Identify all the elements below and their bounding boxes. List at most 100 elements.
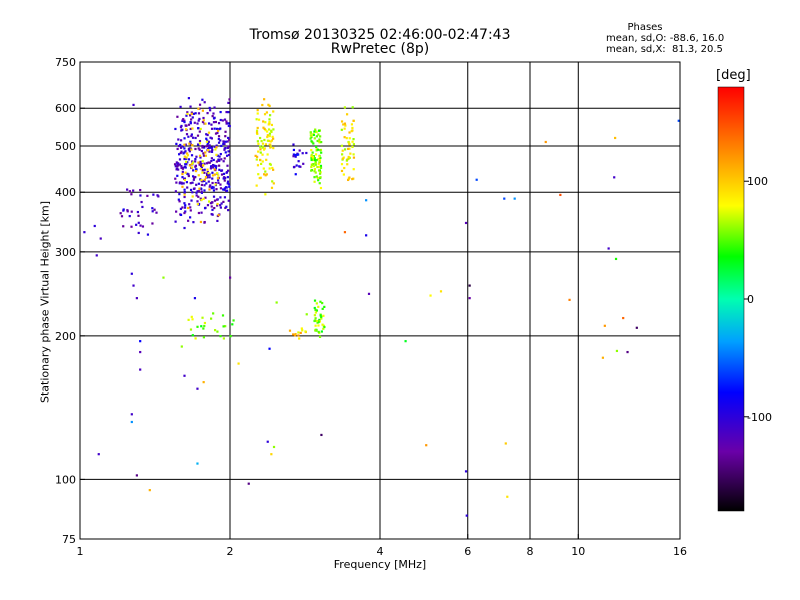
data-point-790 xyxy=(322,327,325,330)
data-point-867 xyxy=(139,368,142,371)
data-point-18 xyxy=(207,180,210,183)
data-point-200 xyxy=(224,206,227,210)
data-point-0 xyxy=(209,165,213,168)
data-point-303 xyxy=(190,133,193,136)
data-point-754 xyxy=(146,233,150,236)
data-point-468 xyxy=(199,220,203,224)
data-point-855 xyxy=(288,329,292,332)
data-point-583 xyxy=(319,186,323,190)
data-point-746 xyxy=(132,189,135,192)
data-point-14 xyxy=(196,134,200,137)
data-point-774 xyxy=(139,194,142,197)
data-point-345 xyxy=(219,118,222,122)
data-point-755 xyxy=(153,208,156,211)
data-point-206 xyxy=(227,183,230,186)
data-point-713 xyxy=(348,143,351,146)
data-point-45 xyxy=(187,158,191,161)
data-point-779 xyxy=(152,193,155,196)
data-point-858 xyxy=(93,224,96,228)
data-point-482 xyxy=(183,143,186,146)
data-point-766 xyxy=(155,211,158,214)
data-point-294 xyxy=(183,177,186,180)
data-point-841 xyxy=(191,334,194,337)
data-point-472 xyxy=(184,171,187,174)
data-point-404 xyxy=(193,176,196,179)
data-point-193 xyxy=(214,132,218,135)
data-point-278 xyxy=(226,146,229,150)
data-point-669 xyxy=(314,171,317,174)
data-point-802 xyxy=(318,320,322,323)
data-point-122 xyxy=(174,177,177,180)
data-point-398 xyxy=(210,201,213,205)
data-point-172 xyxy=(217,137,220,141)
data-point-421 xyxy=(207,131,211,134)
data-point-154 xyxy=(223,142,226,146)
data-point-259 xyxy=(198,139,202,143)
data-point-356 xyxy=(200,211,203,214)
data-point-395 xyxy=(183,137,186,140)
data-point-457 xyxy=(185,128,188,131)
data-point-390 xyxy=(205,174,209,177)
data-point-179 xyxy=(175,181,178,184)
data-point-659 xyxy=(317,169,321,172)
data-point-828 xyxy=(194,337,197,340)
data-point-612 xyxy=(317,165,321,169)
data-point-814 xyxy=(315,319,319,323)
data-point-895 xyxy=(425,444,428,447)
data-point-495 xyxy=(269,140,272,143)
data-point-749 xyxy=(130,225,133,228)
data-point-236 xyxy=(205,172,209,175)
data-point-506 xyxy=(257,142,260,145)
data-point-572 xyxy=(265,111,268,114)
data-point-906 xyxy=(504,442,507,445)
data-point-283 xyxy=(227,209,230,212)
data-point-78 xyxy=(220,173,224,176)
data-point-870 xyxy=(135,474,138,477)
data-point-101 xyxy=(224,151,227,154)
data-point-370 xyxy=(199,187,203,190)
data-point-188 xyxy=(183,119,186,122)
data-point-136 xyxy=(222,172,226,175)
data-point-229 xyxy=(205,137,208,140)
gridlines xyxy=(80,62,680,539)
data-point-884 xyxy=(270,453,273,456)
data-point-900 xyxy=(465,514,468,517)
data-point-732 xyxy=(292,143,295,146)
data-point-387 xyxy=(181,176,184,179)
data-point-141 xyxy=(212,195,216,198)
data-point-328 xyxy=(212,186,215,189)
data-point-464 xyxy=(190,112,193,115)
data-point-894 xyxy=(404,340,407,343)
data-point-434 xyxy=(215,172,219,175)
data-point-896 xyxy=(429,294,432,297)
data-point-378 xyxy=(197,211,201,215)
data-point-639 xyxy=(319,166,323,169)
data-point-783 xyxy=(319,300,322,303)
data-point-360 xyxy=(199,178,202,181)
data-point-325 xyxy=(225,120,228,123)
data-point-64 xyxy=(212,158,215,162)
data-point-116 xyxy=(213,145,216,148)
data-point-519 xyxy=(259,148,262,151)
data-point-203 xyxy=(226,164,229,167)
data-point-148 xyxy=(228,98,231,101)
x-tick-label-4: 8 xyxy=(527,545,534,558)
data-point-348 xyxy=(211,148,214,151)
data-point-710 xyxy=(352,138,355,141)
data-point-400 xyxy=(208,176,211,179)
data-point-757 xyxy=(128,190,131,193)
data-point-559 xyxy=(259,151,262,154)
data-point-589 xyxy=(317,157,320,161)
data-point-410 xyxy=(209,167,212,170)
data-point-781 xyxy=(322,314,325,317)
data-point-135 xyxy=(217,181,220,184)
data-point-126 xyxy=(177,198,180,201)
data-point-98 xyxy=(197,195,200,198)
data-point-465 xyxy=(181,172,184,176)
data-point-329 xyxy=(180,181,183,184)
data-point-181 xyxy=(187,147,191,150)
data-point-34 xyxy=(211,177,214,180)
data-point-921 xyxy=(677,119,680,122)
data-point-706 xyxy=(340,144,343,147)
data-point-146 xyxy=(201,98,204,101)
